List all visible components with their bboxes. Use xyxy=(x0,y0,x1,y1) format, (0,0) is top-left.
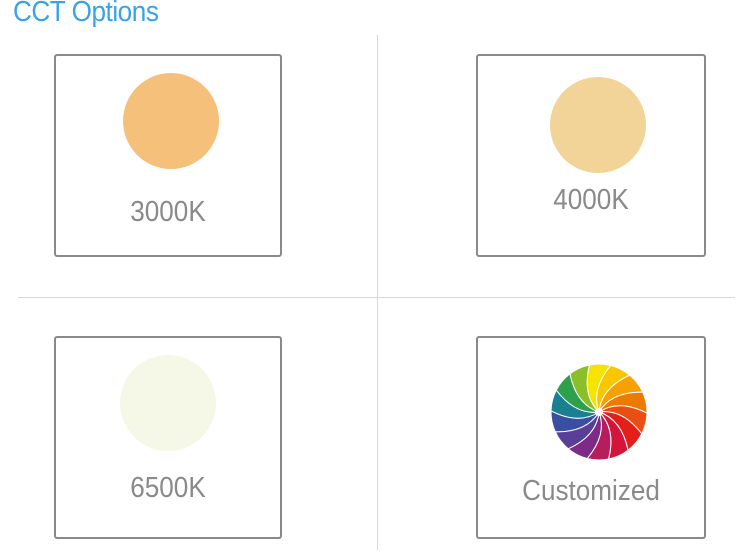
option-card-6500k[interactable]: 6500K xyxy=(54,336,282,539)
option-card-customized[interactable]: Customized xyxy=(476,336,706,539)
divider-vertical xyxy=(377,35,378,550)
divider-horizontal xyxy=(18,297,735,298)
color-wheel-segment xyxy=(569,364,600,413)
option-label: 6500K xyxy=(130,472,206,504)
color-swatch-3000k xyxy=(123,73,219,169)
option-label: 4000K xyxy=(553,184,629,216)
color-wheel-icon xyxy=(550,363,648,461)
option-label: 3000K xyxy=(130,196,206,228)
color-swatch-4000k xyxy=(550,77,646,173)
option-card-4000k[interactable]: 4000K xyxy=(476,54,706,257)
color-wheel-center xyxy=(595,408,603,416)
page-title: CCT Options xyxy=(13,0,159,28)
option-card-3000k[interactable]: 3000K xyxy=(54,54,282,257)
option-label: Customized xyxy=(522,475,660,507)
color-swatch-6500k xyxy=(120,355,216,451)
